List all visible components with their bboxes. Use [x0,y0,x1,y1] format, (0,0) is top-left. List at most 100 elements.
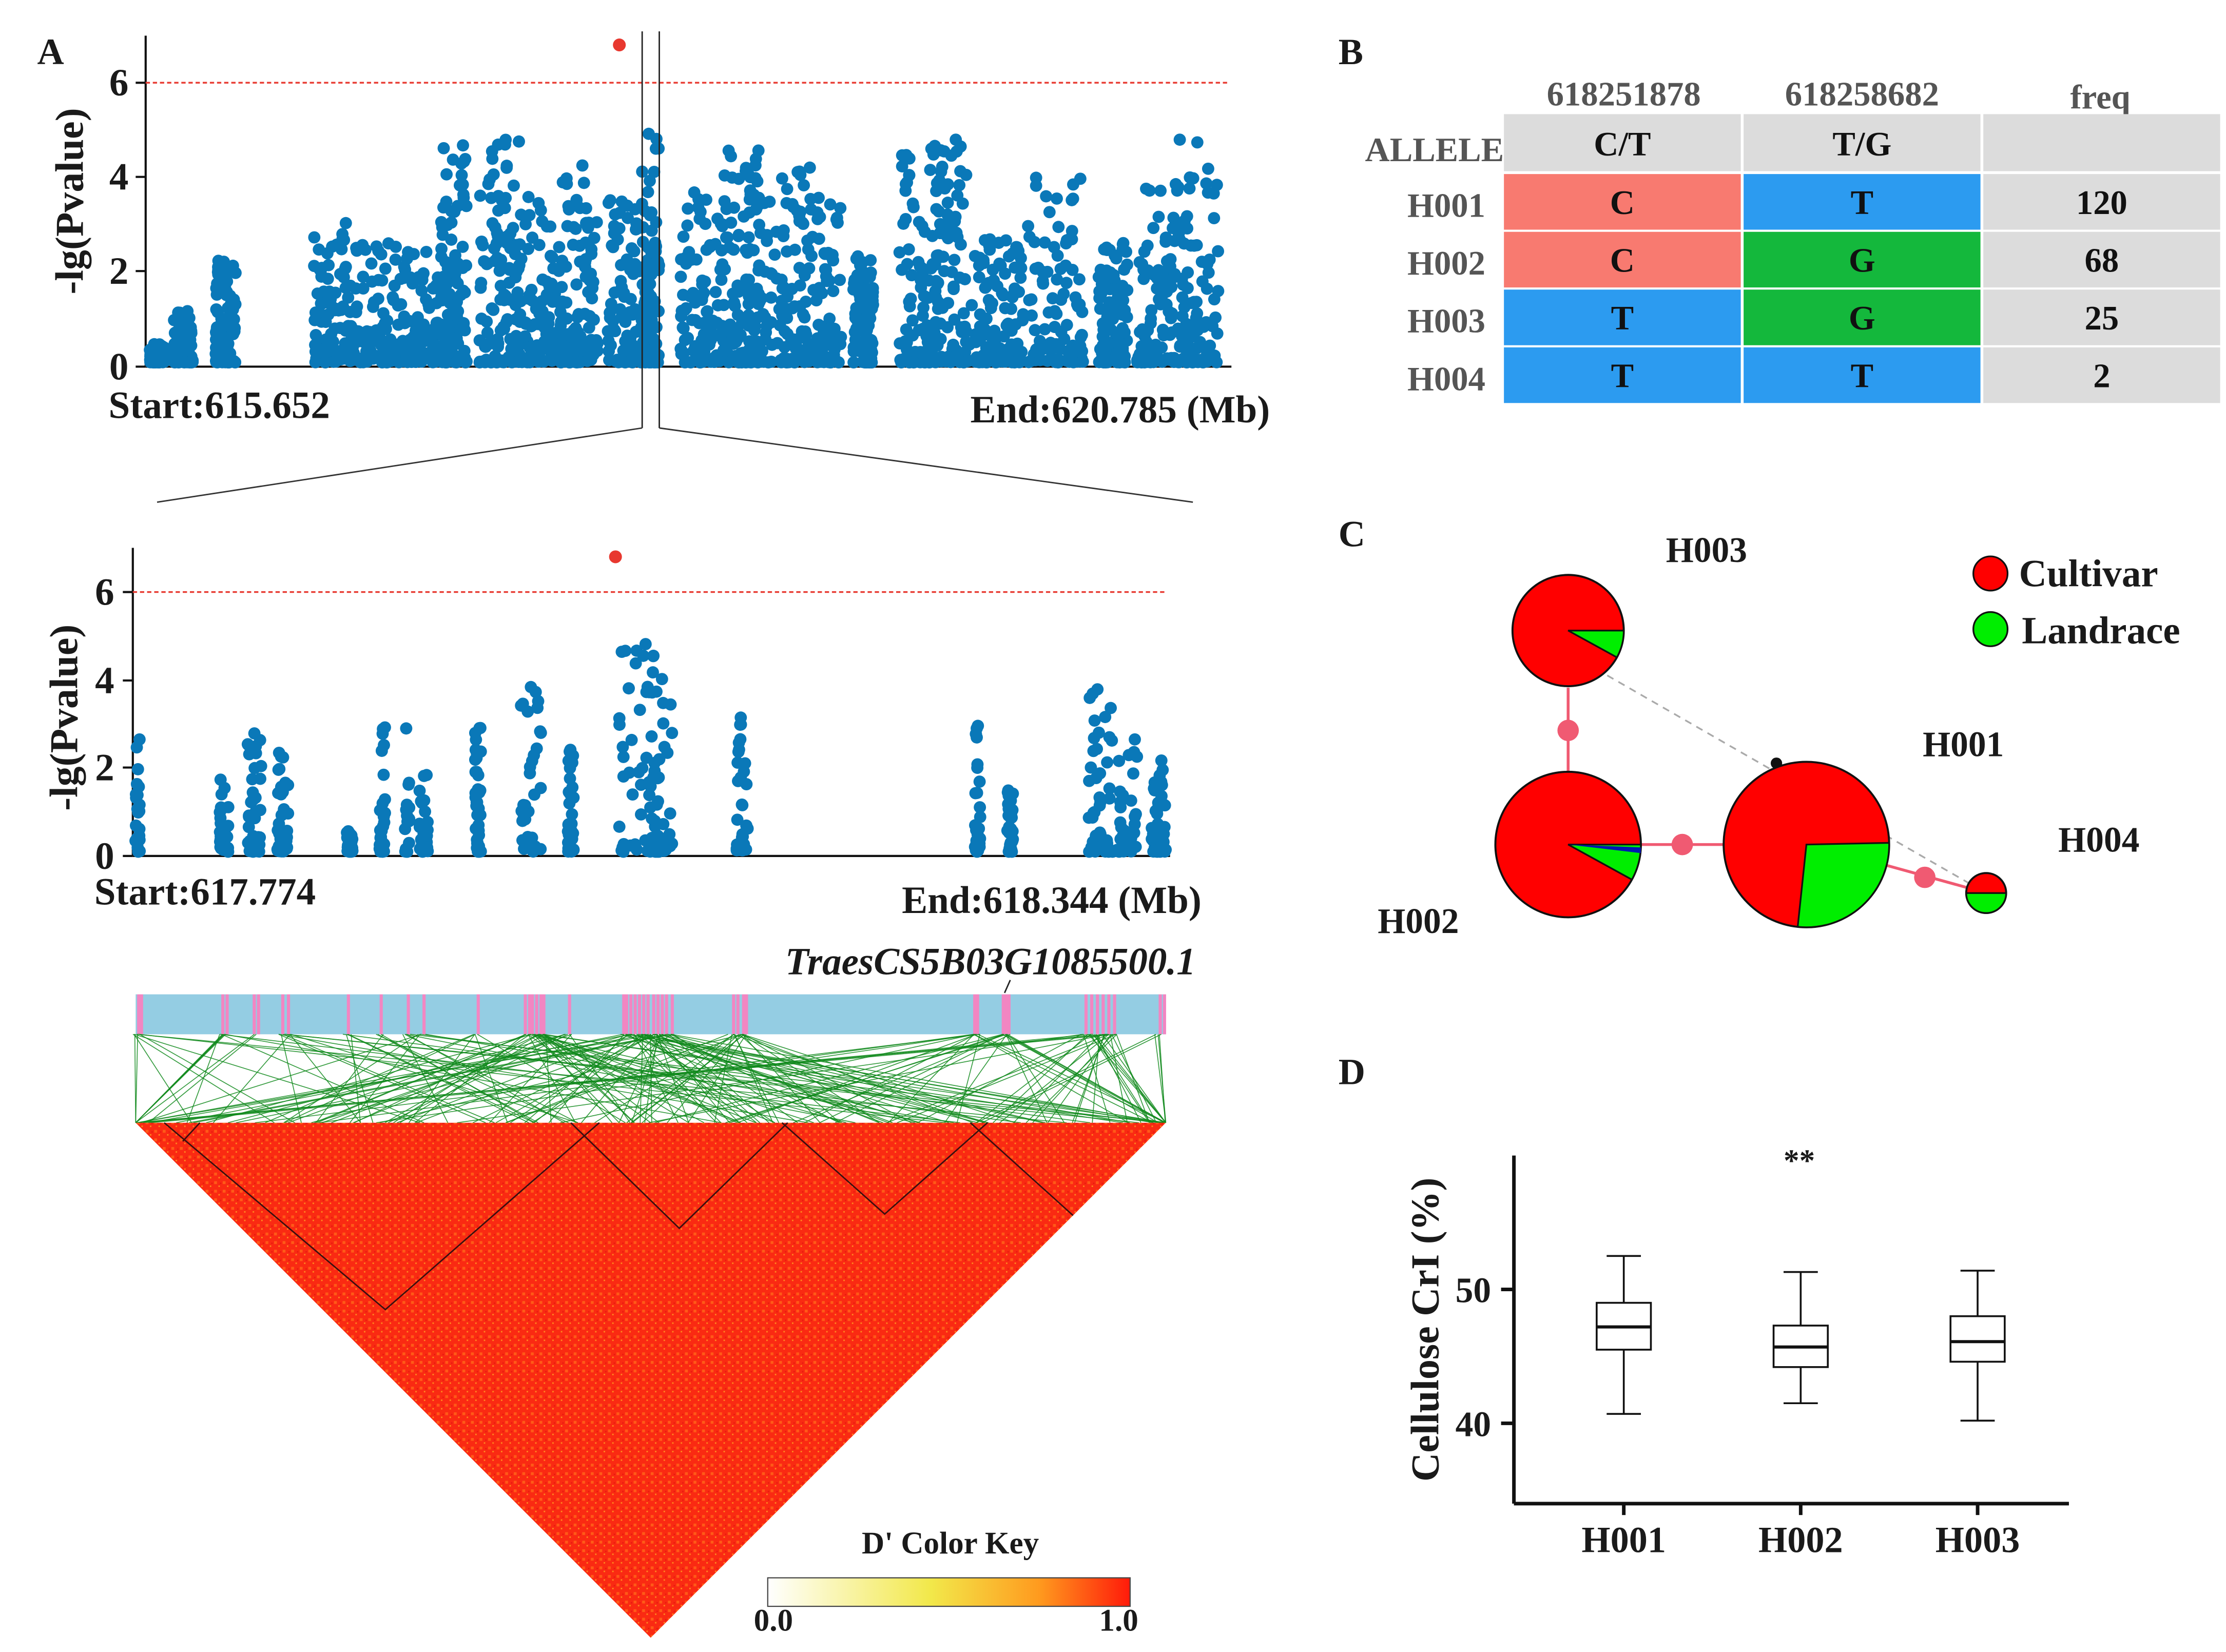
snp-point [1009,318,1022,331]
snp-point [780,197,793,209]
snp-point [243,748,256,761]
snp-point [329,355,342,368]
ld-line [548,1034,625,1123]
ld-line [206,1034,532,1123]
ld-line [739,1034,840,1123]
snp-point [803,161,816,174]
snp-point [360,325,373,338]
snp-point [346,339,359,352]
snp-point [1043,206,1056,219]
freq-cell [1983,289,2220,345]
snp-point [449,267,461,280]
snp-mark [973,994,977,1035]
snp-point [336,228,349,241]
snp-point [511,336,524,348]
ld-line [725,1034,1008,1123]
snp-point [1040,190,1053,203]
snp-point [212,255,225,267]
ld-line [1092,1034,1100,1123]
snp-point [982,277,995,289]
ld-line [1032,1034,1113,1123]
haplotype-pies [1494,574,2007,928]
allele-cell: C/T [1594,126,1651,163]
snp-point [649,245,662,258]
snp-mark [629,994,633,1035]
ld-line [670,1034,839,1123]
snp-point [536,313,549,325]
snp-point [273,763,286,775]
snp-point [624,260,637,273]
snp-point [605,339,617,352]
snp-point [817,322,830,335]
ytick-label: 4 [109,156,129,199]
snp-point [180,306,192,319]
color-key-min: 0.0 [754,1603,793,1638]
boxes [1596,1255,2006,1422]
snp-point [1103,337,1115,350]
snp-point [1164,260,1176,273]
ld-line [973,1034,1129,1123]
snp-point [557,329,570,342]
snp-point [513,135,525,148]
snp-mark [1007,994,1011,1035]
snp-point [717,335,730,347]
ld-line [1083,1034,1111,1123]
snp-mark [637,994,641,1035]
snp-point [456,178,469,191]
snp-point [430,346,442,359]
snp-point [563,797,576,810]
freq-text: 25 [2085,300,2119,337]
snp-mark [656,994,660,1035]
significance-annotation: ** [1784,1144,1815,1178]
snp-point [399,823,412,835]
snp-point [734,771,747,784]
haplotype-name: H001 [1407,187,1485,225]
snp-point [731,279,744,292]
haplotype-row: H002 C G 68 [1407,231,2220,288]
snp-point [960,168,973,181]
snp-point [1034,354,1047,366]
ld-line [733,1034,780,1123]
snp-point [777,230,790,243]
ld-line [581,1034,656,1123]
snp-point [398,260,411,273]
snp-point [219,318,232,331]
snp-point [437,270,450,283]
snp-point [956,325,969,338]
snp-point [851,274,864,287]
snp-point [970,336,982,348]
snp-point [375,339,388,352]
snp-point [1052,221,1065,234]
snp-point [367,296,380,308]
allele-cell [1744,231,1981,288]
snp-point [534,204,547,217]
snp-point [374,804,386,817]
snp-point [818,353,830,366]
ld-line [135,1034,255,1123]
snp-point [489,255,501,267]
snp-point [1006,804,1019,817]
snp-point [781,183,793,196]
snp-point [633,704,646,716]
snp-point [1014,271,1027,284]
ld-line [345,1034,374,1123]
haplotype-pie-h001 [1722,761,1890,928]
snp-point [450,356,463,368]
snp-point [834,274,846,286]
snp-point [1051,249,1064,262]
snp-point [805,249,818,262]
snp-point [677,230,690,243]
ld-line [1111,1034,1157,1123]
ld-line [976,1034,1157,1123]
snp-point [1051,192,1063,205]
snp-point [1025,309,1038,322]
snp-mark [976,994,979,1035]
ld-line [644,1034,757,1123]
snp-point [781,290,794,303]
snp-point [741,279,753,292]
freq-cell [1983,347,2220,403]
box-plot: Cellulose CrI (%) 40 50 H001 H002 H003 ** [1403,1144,2069,1560]
snp-point [703,338,716,351]
snp-point [728,201,741,214]
snp-point [220,289,233,302]
